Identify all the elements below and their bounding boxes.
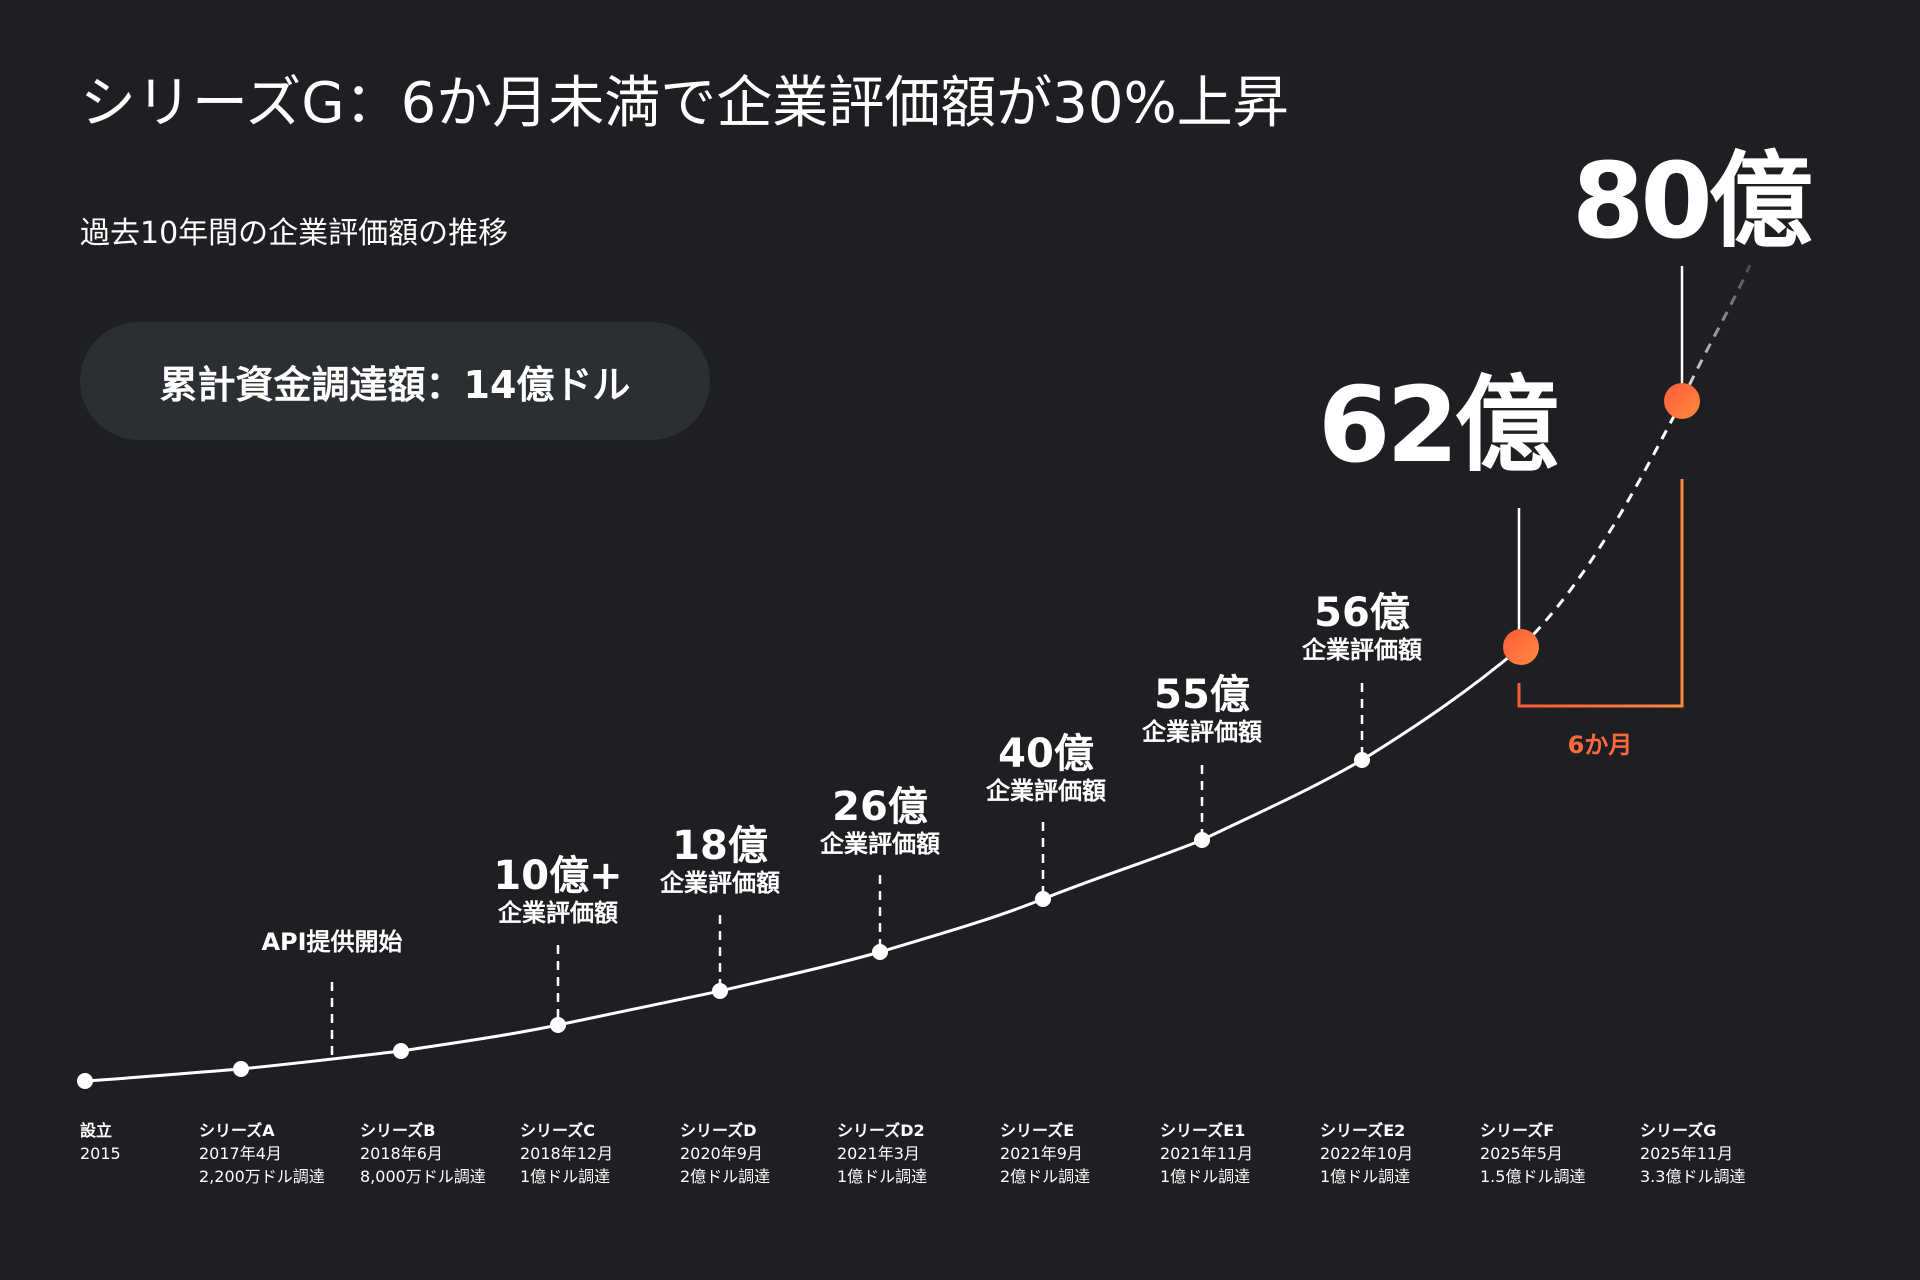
axis-item-series-f: シリーズF 2025年5月 1.5億ドル調達 bbox=[1480, 1119, 1585, 1188]
round-funding: 2億ドル調達 bbox=[1000, 1167, 1091, 1186]
axis-item-series-e2: シリーズE2 2022年10月 1億ドル調達 bbox=[1320, 1119, 1413, 1188]
valuation-label-d2: 26億 企業評価額 bbox=[820, 785, 940, 859]
valuation-value: 40億 bbox=[998, 731, 1094, 777]
round-date: 2021年9月 bbox=[1000, 1144, 1083, 1163]
point-series-g bbox=[1664, 383, 1700, 419]
point-series-c bbox=[550, 1017, 566, 1033]
valuation-label-c: 10億+ 企業評価額 bbox=[493, 854, 622, 928]
axis-item-series-g: シリーズG 2025年11月 3.3億ドル調達 bbox=[1640, 1119, 1745, 1188]
valuation-caption: 企業評価額 bbox=[1302, 636, 1422, 664]
valuation-value: 26億 bbox=[832, 784, 928, 830]
point-series-d2 bbox=[872, 944, 888, 960]
valuation-value: 55億 bbox=[1154, 672, 1250, 718]
valuation-label-f: 62億 bbox=[1318, 364, 1559, 486]
total-funding-text: 累計資金調達額：14億ドル bbox=[159, 362, 631, 407]
round-date: 2021年3月 bbox=[837, 1144, 920, 1163]
round-date: 2020年9月 bbox=[680, 1144, 763, 1163]
page-subtitle: 過去10年間の企業評価額の推移 bbox=[80, 216, 509, 251]
valuation-caption: 企業評価額 bbox=[986, 777, 1106, 805]
six-month-label: 6か月 bbox=[1567, 731, 1633, 759]
round-funding: 1億ドル調達 bbox=[1160, 1167, 1251, 1186]
point-series-a bbox=[233, 1061, 249, 1077]
valuation-label-e: 40億 企業評価額 bbox=[986, 732, 1106, 806]
projection-curve bbox=[1519, 400, 1684, 649]
page-title: シリーズG：6か月未満で企業評価額が30%上昇 bbox=[80, 71, 1289, 136]
point-series-e2 bbox=[1354, 752, 1370, 768]
axis-item-series-c: シリーズC 2018年12月 1億ドル調達 bbox=[520, 1119, 613, 1188]
valuation-label-g: 80億 bbox=[1572, 140, 1813, 262]
valuation-value: 18億 bbox=[672, 823, 768, 869]
projection-curve-faded bbox=[1680, 264, 1752, 402]
six-month-bracket bbox=[1517, 479, 1684, 708]
api-launch-label: API提供開始 bbox=[261, 928, 403, 956]
round-name: シリーズD2 bbox=[837, 1121, 925, 1140]
round-name: シリーズG bbox=[1640, 1121, 1717, 1140]
round-funding: 2,200万ドル調達 bbox=[199, 1167, 325, 1186]
round-name: シリーズD bbox=[680, 1121, 757, 1140]
round-date: 2025年5月 bbox=[1480, 1144, 1563, 1163]
axis-item-series-d: シリーズD 2020年9月 2億ドル調達 bbox=[680, 1119, 770, 1188]
valuation-label-d: 18億 企業評価額 bbox=[660, 824, 780, 898]
round-funding: 1.5億ドル調達 bbox=[1480, 1167, 1586, 1186]
round-name: シリーズE bbox=[1000, 1121, 1075, 1140]
round-name: シリーズB bbox=[360, 1121, 436, 1140]
round-name: シリーズE1 bbox=[1160, 1121, 1246, 1140]
round-name: シリーズC bbox=[520, 1121, 595, 1140]
valuation-caption: 企業評価額 bbox=[820, 830, 940, 858]
axis-item-series-d2: シリーズD2 2021年3月 1億ドル調達 bbox=[837, 1119, 927, 1188]
round-funding: 1億ドル調達 bbox=[1320, 1167, 1411, 1186]
point-series-f bbox=[1503, 629, 1539, 665]
point-founding bbox=[77, 1073, 93, 1089]
valuation-caption: 企業評価額 bbox=[498, 899, 618, 927]
valuation-curve bbox=[84, 645, 1522, 1083]
round-date: 2021年11月 bbox=[1160, 1144, 1254, 1163]
point-series-b bbox=[393, 1043, 409, 1059]
axis-item-series-a: シリーズA 2017年4月 2,200万ドル調達 bbox=[199, 1119, 325, 1188]
round-date: 2018年6月 bbox=[360, 1144, 443, 1163]
round-name: シリーズA bbox=[199, 1121, 275, 1140]
axis-item-founding: 設立 2015 bbox=[80, 1119, 121, 1165]
axis-item-series-e1: シリーズE1 2021年11月 1億ドル調達 bbox=[1160, 1119, 1253, 1188]
round-date: 2018年12月 bbox=[520, 1144, 614, 1163]
round-name: シリーズE2 bbox=[1320, 1121, 1406, 1140]
round-funding: 3.3億ドル調達 bbox=[1640, 1167, 1746, 1186]
axis-item-series-b: シリーズB 2018年6月 8,000万ドル調達 bbox=[360, 1119, 486, 1188]
valuation-label-e1: 55億 企業評価額 bbox=[1142, 673, 1262, 747]
round-name: 設立 bbox=[80, 1121, 113, 1140]
total-funding-badge: 累計資金調達額：14億ドル bbox=[80, 322, 710, 440]
valuation-value: 10億+ bbox=[493, 853, 623, 899]
round-funding: 1億ドル調達 bbox=[520, 1167, 611, 1186]
round-funding: 1億ドル調達 bbox=[837, 1167, 928, 1186]
round-date: 2025年11月 bbox=[1640, 1144, 1734, 1163]
round-date: 2022年10月 bbox=[1320, 1144, 1414, 1163]
valuation-label-e2: 56億 企業評価額 bbox=[1302, 591, 1422, 665]
point-series-e bbox=[1035, 891, 1051, 907]
valuation-caption: 企業評価額 bbox=[660, 869, 780, 897]
round-date: 2015 bbox=[80, 1144, 121, 1163]
point-series-e1 bbox=[1194, 832, 1210, 848]
round-name: シリーズF bbox=[1480, 1121, 1555, 1140]
round-funding: 2億ドル調達 bbox=[680, 1167, 771, 1186]
round-funding: 8,000万ドル調達 bbox=[360, 1167, 486, 1186]
valuation-value: 56億 bbox=[1314, 590, 1410, 636]
round-date: 2017年4月 bbox=[199, 1144, 282, 1163]
valuation-caption: 企業評価額 bbox=[1142, 718, 1262, 746]
axis-item-series-e: シリーズE 2021年9月 2億ドル調達 bbox=[1000, 1119, 1090, 1188]
point-series-d bbox=[712, 983, 728, 999]
